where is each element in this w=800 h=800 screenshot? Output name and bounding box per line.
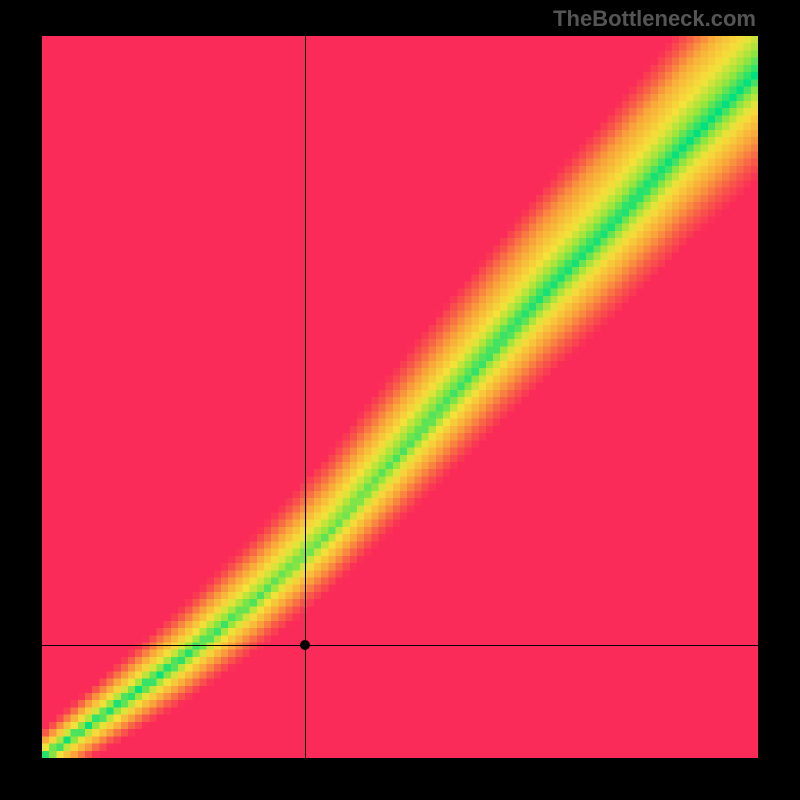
heatmap-plot [42,36,758,758]
heatmap-canvas [42,36,758,758]
crosshair-marker [300,640,310,650]
crosshair-horizontal-line [42,645,758,646]
chart-container: TheBottleneck.com [0,0,800,800]
watermark-text: TheBottleneck.com [553,6,756,32]
